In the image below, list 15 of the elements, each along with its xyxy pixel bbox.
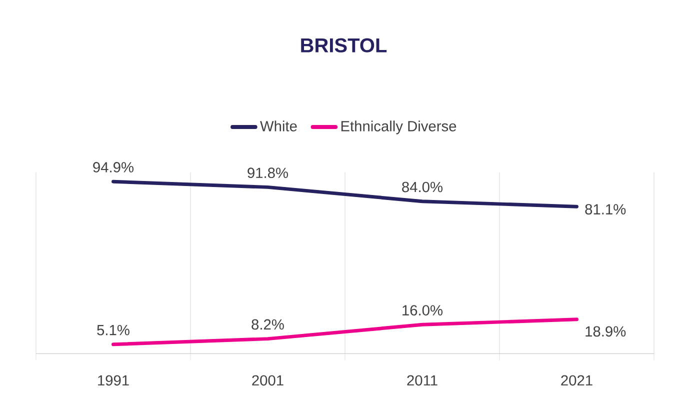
x-tick-label: 2001 <box>252 375 284 386</box>
data-label: 16.0% <box>402 305 442 316</box>
data-label: 18.9% <box>586 326 626 337</box>
x-tick-label: 2021 <box>561 375 592 386</box>
data-label: 8.2% <box>252 319 284 330</box>
x-tick-label: 2011 <box>407 375 438 386</box>
data-label: 94.9% <box>93 162 134 172</box>
data-label: 84.0% <box>402 182 442 192</box>
legend-label: White <box>260 120 297 132</box>
data-label: 5.1% <box>97 324 130 336</box>
data-label: 81.1% <box>585 204 626 214</box>
legend-label: Ethnically Diverse <box>341 120 456 134</box>
chart-title: BRISTOL <box>301 38 387 52</box>
data-label: 91.8% <box>248 168 288 178</box>
x-tick-label: 1991 <box>98 375 129 386</box>
